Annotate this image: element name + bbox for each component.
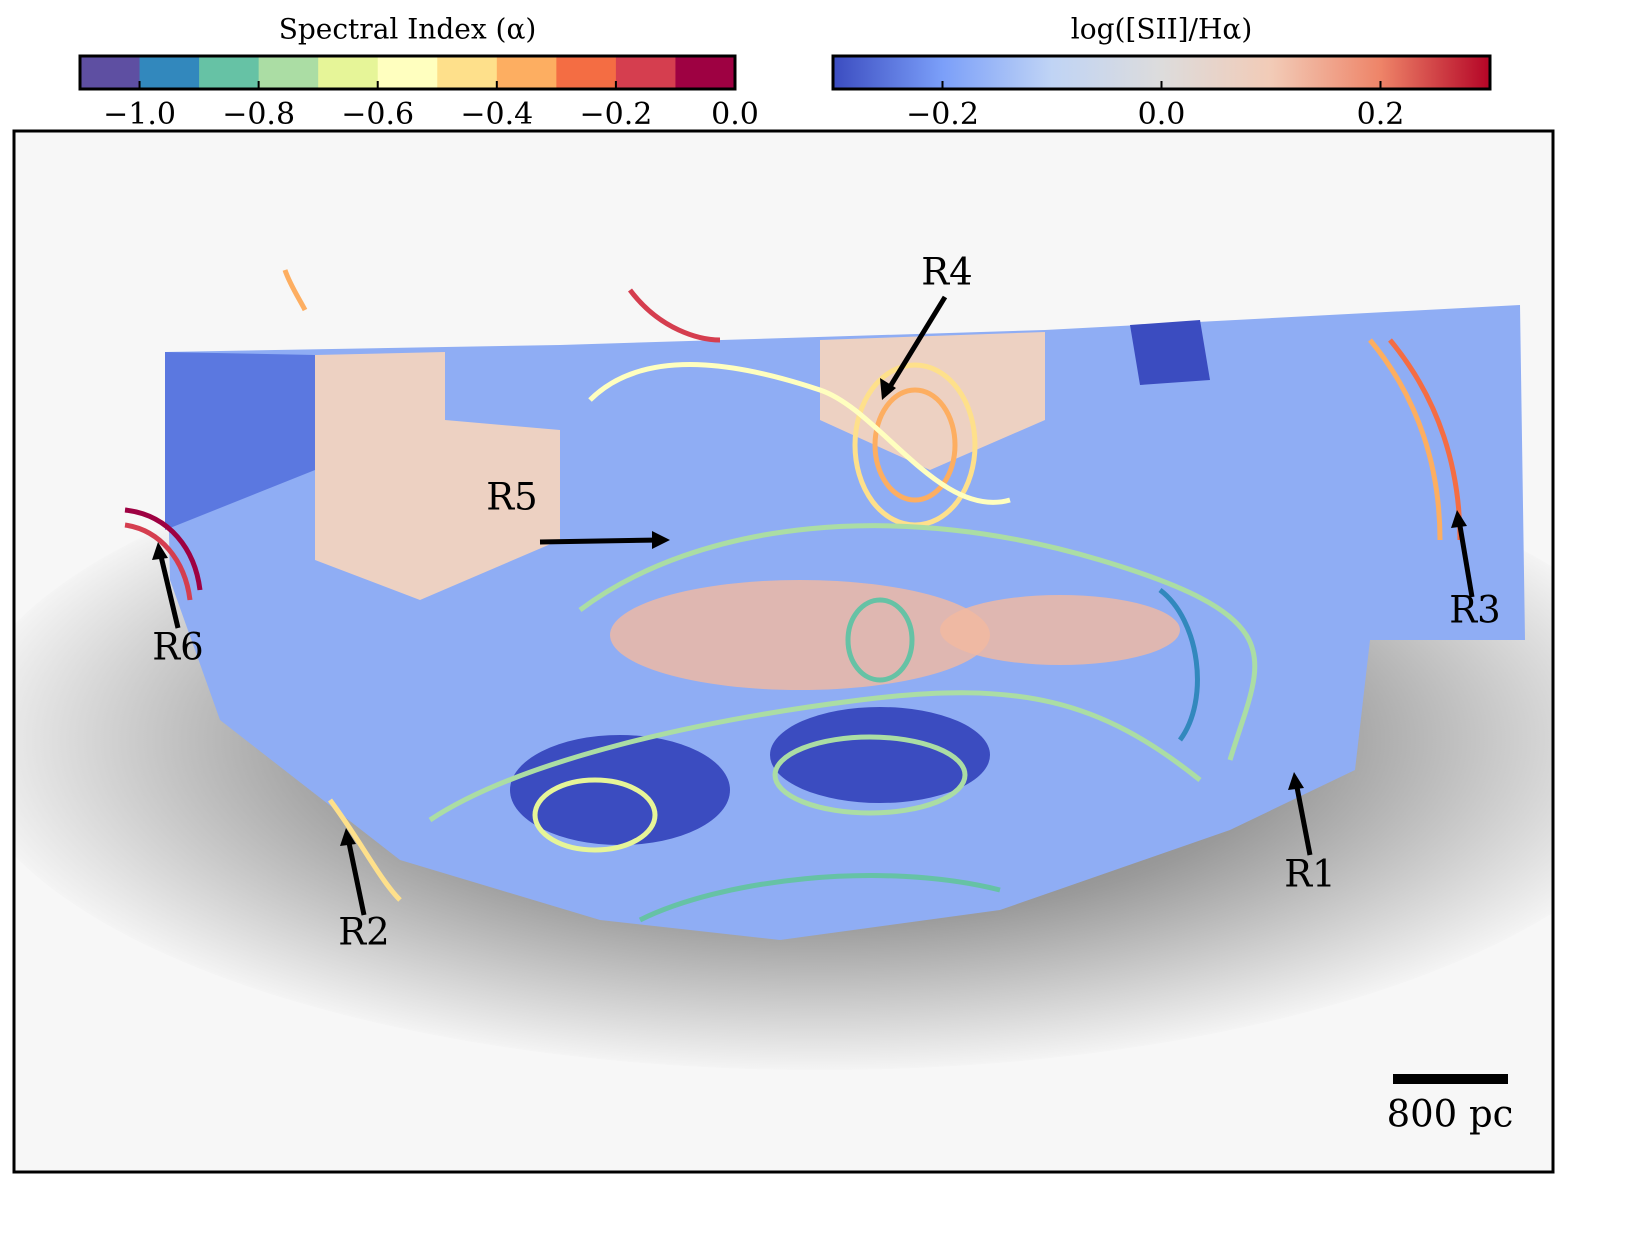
- region-label: R3: [1449, 589, 1500, 632]
- colorbar-tick-label: 0.0: [1138, 97, 1186, 132]
- arrow-head: [652, 531, 670, 549]
- colorbar-segment: [139, 56, 200, 89]
- contour: [578, 523, 1258, 761]
- colorbar-tick-label: 0.0: [711, 97, 759, 132]
- contour: [282, 269, 308, 312]
- colorbar-tick-label: −0.8: [222, 97, 295, 132]
- arrow: [345, 837, 367, 916]
- colorbar-tick-label: 0.2: [1357, 97, 1405, 132]
- colorbar-segment: [377, 56, 438, 89]
- region-label: R6: [152, 626, 203, 669]
- sky-image: [14, 131, 1553, 1172]
- colorbar-segment: [80, 56, 141, 89]
- colorbar-tick-label: −1.0: [103, 97, 176, 132]
- contour: [628, 288, 721, 343]
- region-label: R4: [921, 251, 972, 294]
- arrow: [885, 295, 948, 392]
- contour: [124, 522, 193, 601]
- arrow: [1456, 519, 1475, 598]
- scale-bar: [1393, 1074, 1508, 1084]
- colorbar-segment: [199, 56, 260, 89]
- ratio-region: [940, 595, 1180, 665]
- colorbar-title: log([SII]/Hα): [1071, 13, 1253, 46]
- arrow: [157, 551, 181, 629]
- colorbar-segment: [496, 56, 557, 89]
- arrow-head: [1288, 772, 1304, 790]
- ratio-region: [1130, 320, 1210, 385]
- arrow-heads: [152, 378, 1467, 846]
- panel-frame: [12, 129, 1555, 1174]
- arrow-head: [1451, 510, 1467, 528]
- colorbar-segment: [318, 56, 379, 89]
- colorbar-frame: [78, 54, 737, 91]
- colorbar-segment: [437, 56, 498, 89]
- contour: [638, 873, 1001, 923]
- contour: [532, 777, 658, 853]
- ratio-region: [165, 352, 315, 530]
- ratio-region: [770, 707, 990, 803]
- contour: [1368, 338, 1443, 541]
- contour: [1158, 588, 1200, 742]
- contour: [772, 734, 968, 816]
- annotation-arrows: [157, 295, 1475, 916]
- arrow-head: [880, 378, 896, 400]
- colorbar-tick-label: −0.6: [341, 97, 414, 132]
- contour: [124, 507, 203, 591]
- arrow-head: [152, 542, 168, 560]
- contour: [845, 597, 915, 683]
- ratio-region: [510, 735, 730, 845]
- contour: [872, 387, 958, 503]
- colorbar-tick-label: −0.4: [460, 97, 533, 132]
- colorbar-segment: [675, 56, 736, 89]
- contour: [327, 798, 402, 902]
- region-label: R2: [338, 911, 389, 954]
- region-label: R1: [1284, 853, 1335, 896]
- colorbar-segment: [615, 56, 676, 89]
- contour: [588, 362, 1011, 505]
- colorbar-title: Spectral Index (α): [279, 13, 537, 46]
- ratio-region: [315, 352, 560, 600]
- arrow: [1293, 781, 1313, 856]
- colorbar-segment: [258, 56, 319, 89]
- colorbar-segment: [556, 56, 617, 89]
- scale-bar-label: 800 pc: [1387, 1093, 1514, 1136]
- region-label: R5: [486, 476, 537, 519]
- ratio-region: [610, 580, 990, 690]
- contour: [428, 690, 1202, 823]
- colorbar-tick-label: −0.2: [579, 97, 652, 132]
- arrow: [539, 537, 661, 545]
- colorbar-tick-label: −0.2: [906, 97, 979, 132]
- arrow-head: [340, 828, 356, 846]
